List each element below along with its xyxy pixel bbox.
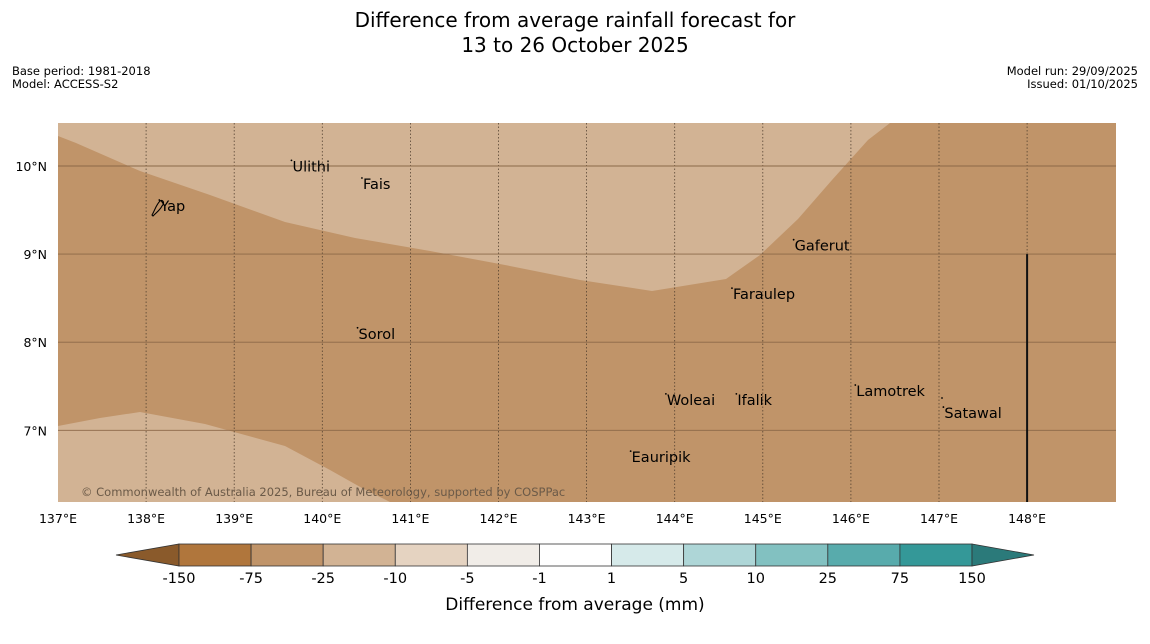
island-marker-lamotrek (854, 384, 857, 386)
meta-right: Model run: 29/09/2025 Issued: 01/10/2025 (1007, 65, 1138, 91)
colorbar-tick-label: -25 (311, 571, 335, 587)
colorbar-tick-label: 1 (607, 571, 616, 587)
model-text: Model: ACCESS-S2 (12, 77, 119, 91)
place-label-satawal: Satawal (944, 406, 1001, 422)
lon-tick-label: 147°E (920, 511, 958, 526)
place-label-ifalik: Ifalik (737, 393, 772, 409)
place-label-faraulep: Faraulep (733, 287, 795, 303)
lon-tick-label: 139°E (215, 511, 253, 526)
island-marker-gaferut (792, 238, 795, 241)
colorbar-segment (683, 543, 757, 567)
lat-tick-label: 8°N (23, 335, 47, 350)
island-marker-ifalik (735, 392, 738, 395)
colorbar-segment (611, 543, 685, 567)
colorbar-segment (827, 543, 901, 567)
lon-tick-label: 141°E (391, 511, 429, 526)
island-marker-faraulep (731, 287, 733, 290)
lon-tick-label: 138°E (127, 511, 165, 526)
colorbar-tick-label: -75 (239, 571, 263, 587)
island-marker-sorol (356, 326, 359, 329)
colorbar-tick-label: 25 (819, 571, 837, 587)
colorbar-segment (539, 543, 612, 567)
meta-left: Base period: 1981-2018 Model: ACCESS-S2 (12, 65, 151, 91)
colorbar-tick-label: 5 (679, 571, 688, 587)
place-label-gaferut: Gaferut (795, 239, 850, 255)
lon-tick-label: 145°E (744, 511, 782, 526)
yap-island-outline (151, 199, 165, 217)
colorbar-tick-label: 10 (747, 571, 765, 587)
place-label-ulithi: Ulithi (292, 159, 330, 175)
lon-tick-label: 143°E (568, 511, 606, 526)
map-background (58, 123, 1116, 502)
place-label-sorol: Sorol (359, 327, 396, 343)
colorbar-tick-label: -5 (460, 571, 474, 587)
island-marker-woleai (664, 392, 667, 395)
lon-tick-label: 140°E (303, 511, 341, 526)
colorbar-segment (394, 543, 468, 567)
lighter-rainfall-region-southwest (58, 412, 390, 502)
title-line-2: 13 to 26 October 2025 (461, 33, 689, 57)
place-label-lamotrek: Lamotrek (856, 384, 925, 400)
colorbar-tick-label: 75 (891, 571, 909, 587)
copyright-text: © Commonwealth of Australia 2025, Bureau… (81, 485, 565, 499)
colorbar-title: Difference from average (mm) (445, 595, 704, 615)
place-label-yap: Yap (159, 199, 185, 215)
lon-tick-label: 146°E (832, 511, 870, 526)
colorbar-extension-low (115, 543, 180, 567)
place-label-woleai: Woleai (667, 393, 715, 409)
colorbar-segment (322, 543, 396, 567)
colorbar-tick-label: -10 (383, 571, 407, 587)
lat-tick-label: 10°N (15, 159, 47, 174)
place-label-fais: Fais (363, 177, 390, 193)
lighter-rainfall-region-north (58, 123, 890, 291)
colorbar-extension-high (971, 543, 1035, 567)
island-marker-ulithi (290, 159, 293, 162)
lon-tick-label: 148°E (1008, 511, 1046, 526)
title-line-1: Difference from average rainfall forecas… (354, 8, 796, 32)
colorbar-segment (755, 543, 829, 567)
island-marker-eauripik (629, 450, 632, 453)
colorbar-segment (899, 543, 973, 567)
issued-text: Issued: 01/10/2025 (1027, 77, 1138, 91)
colorbar-tick-label: -150 (163, 571, 196, 587)
lon-tick-label: 142°E (479, 511, 517, 526)
place-label-eauripik: Eauripik (632, 450, 691, 466)
map-title: Difference from average rainfall forecas… (0, 8, 1150, 58)
colorbar-tick-label: 150 (958, 571, 986, 587)
island-marker-yap (158, 199, 161, 201)
colorbar-segment (466, 543, 540, 567)
colorbar-tick-label: -1 (532, 571, 546, 587)
model-run-text: Model run: 29/09/2025 (1006, 64, 1138, 78)
colorbar-segment (178, 543, 252, 567)
colorbar-segment (250, 543, 324, 567)
base-period-text: Base period: 1981-2018 (12, 64, 151, 78)
lat-tick-label: 9°N (23, 247, 47, 262)
island-marker-satawal (942, 406, 945, 408)
lon-tick-label: 144°E (656, 511, 694, 526)
lat-tick-label: 7°N (23, 423, 47, 438)
island-marker-unlabeled (941, 397, 943, 399)
lon-tick-label: 137°E (39, 511, 77, 526)
island-marker-fais (361, 177, 363, 179)
